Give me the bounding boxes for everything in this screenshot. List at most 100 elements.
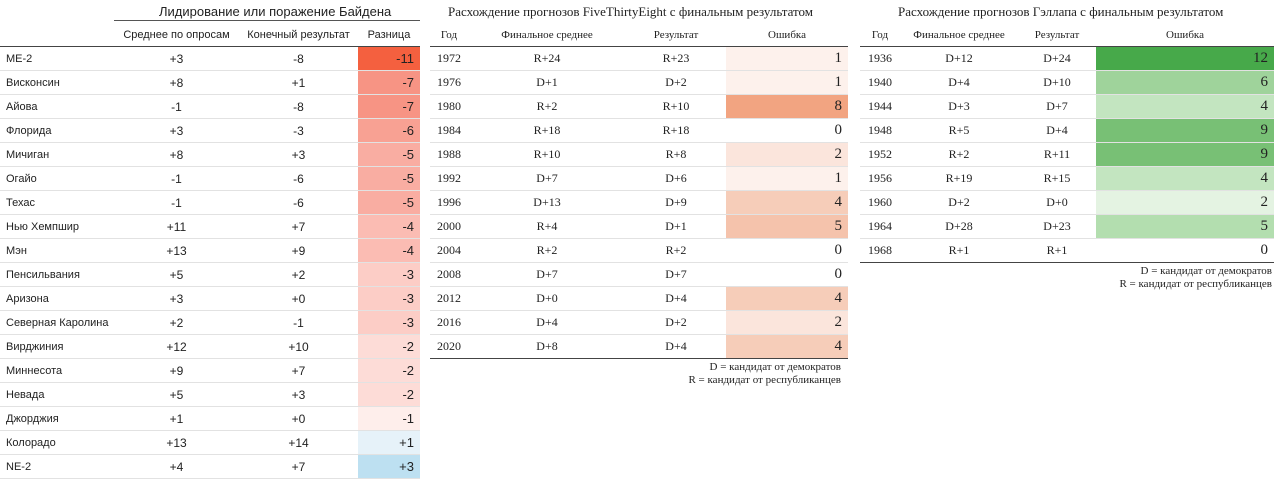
year: 1988	[430, 142, 468, 167]
difference-cell: +3	[358, 454, 420, 479]
table-row: Айова -1 -8 -7	[0, 94, 420, 119]
final-average: R+1	[900, 238, 1018, 263]
fte-legend: D = кандидат от демократов R = кандидат …	[560, 361, 841, 387]
table-row: Висконсин +8 +1 -7	[0, 70, 420, 95]
table-row: 1996 D+13 D+9 4	[430, 190, 848, 215]
result: D+2	[626, 70, 726, 95]
poll-average: -1	[114, 94, 239, 119]
difference-cell: -11	[358, 46, 420, 71]
poll-average: +3	[114, 118, 239, 143]
table-row: NE-2 +4 +7 +3	[0, 454, 420, 479]
header-final-avg: Финальное среднее	[900, 24, 1018, 47]
year: 2020	[430, 334, 468, 359]
final-average: D+7	[468, 166, 626, 191]
final-average: R+5	[900, 118, 1018, 143]
table-row: 1956 R+19 R+15 4	[860, 166, 1274, 191]
year: 1976	[430, 70, 468, 95]
title-underline	[114, 20, 420, 21]
year: 1940	[860, 70, 900, 95]
final-result: +3	[239, 382, 358, 407]
table-row: Аризона +3 +0 -3	[0, 286, 420, 311]
legend-r: R = кандидат от республиканцев	[1119, 278, 1272, 290]
header-poll: Среднее по опросам	[114, 24, 239, 47]
table-row: 2000 R+4 D+1 5	[430, 214, 848, 239]
poll-average: -1	[114, 166, 239, 191]
fte-table: Год Финальное среднее Результат Ошибка 1…	[430, 24, 848, 359]
table-row: Мичиган +8 +3 -5	[0, 142, 420, 167]
table-row: 1980 R+2 R+10 8	[430, 94, 848, 119]
poll-average: +3	[114, 46, 239, 71]
table-row: 2020 D+8 D+4 4	[430, 334, 848, 359]
error-cell: 2	[726, 142, 848, 167]
error-cell: 1	[726, 166, 848, 191]
legend-r: R = кандидат от республиканцев	[688, 374, 841, 386]
table-row: Миннесота +9 +7 -2	[0, 358, 420, 383]
table-row: 2016 D+4 D+2 2	[430, 310, 848, 335]
state-name: Вирджиния	[0, 334, 114, 359]
fte-table-title: Расхождение прогнозов FiveThirtyEight с …	[448, 4, 814, 19]
error-cell: 5	[726, 214, 848, 239]
result: D+7	[626, 262, 726, 287]
state-name: Нью Хемпшир	[0, 214, 114, 239]
result: D+2	[626, 310, 726, 335]
state-name: Миннесота	[0, 358, 114, 383]
result: D+24	[1018, 46, 1096, 71]
final-average: R+19	[900, 166, 1018, 191]
table-row: 1948 R+5 D+4 9	[860, 118, 1274, 143]
poll-average: +2	[114, 310, 239, 335]
state-name: Висконсин	[0, 70, 114, 95]
state-name: Флорида	[0, 118, 114, 143]
biden-header-row: Среднее по опросам Конечный результат Ра…	[0, 24, 420, 47]
error-cell: 8	[726, 94, 848, 119]
result: D+0	[1018, 190, 1096, 215]
result: R+15	[1018, 166, 1096, 191]
biden-table: Среднее по опросам Конечный результат Ра…	[0, 24, 420, 479]
difference-cell: -2	[358, 358, 420, 383]
error-cell: 2	[726, 310, 848, 335]
table-row: 1988 R+10 R+8 2	[430, 142, 848, 167]
table-row: Нью Хемпшир +11 +7 -4	[0, 214, 420, 239]
difference-cell: -7	[358, 94, 420, 119]
gallup-header-row: Год Финальное среднее Результат Ошибка	[860, 24, 1274, 47]
state-name: NE-2	[0, 454, 114, 479]
fte-header-row: Год Финальное среднее Результат Ошибка	[430, 24, 848, 47]
error-cell: 2	[1096, 190, 1274, 215]
poll-average: +11	[114, 214, 239, 239]
year: 1968	[860, 238, 900, 263]
final-result: +0	[239, 406, 358, 431]
state-name: Айова	[0, 94, 114, 119]
final-result: +7	[239, 214, 358, 239]
result: R+23	[626, 46, 726, 71]
state-name: Техас	[0, 190, 114, 215]
year: 1964	[860, 214, 900, 239]
state-name: Мэн	[0, 238, 114, 263]
final-average: D+12	[900, 46, 1018, 71]
header-result: Результат	[1018, 24, 1096, 47]
difference-cell: -5	[358, 190, 420, 215]
state-name: Аризона	[0, 286, 114, 311]
table-row: Колорадо +13 +14 +1	[0, 430, 420, 455]
year: 2008	[430, 262, 468, 287]
result: D+4	[1018, 118, 1096, 143]
final-average: R+10	[468, 142, 626, 167]
state-name: Северная Каролина	[0, 310, 114, 335]
table-row: 1972 R+24 R+23 1	[430, 46, 848, 71]
final-result: +2	[239, 262, 358, 287]
poll-average: +5	[114, 382, 239, 407]
error-cell: 9	[1096, 118, 1274, 143]
error-cell: 4	[726, 286, 848, 311]
table-row: 1992 D+7 D+6 1	[430, 166, 848, 191]
final-result: +1	[239, 70, 358, 95]
poll-average: +9	[114, 358, 239, 383]
difference-cell: +1	[358, 430, 420, 455]
result: D+10	[1018, 70, 1096, 95]
final-result: +7	[239, 454, 358, 479]
table-row: ME-2 +3 -8 -11	[0, 46, 420, 71]
year: 2000	[430, 214, 468, 239]
final-average: R+2	[900, 142, 1018, 167]
result: D+1	[626, 214, 726, 239]
poll-average: +5	[114, 262, 239, 287]
difference-cell: -2	[358, 382, 420, 407]
final-average: D+2	[900, 190, 1018, 215]
header-year: Год	[430, 24, 468, 47]
